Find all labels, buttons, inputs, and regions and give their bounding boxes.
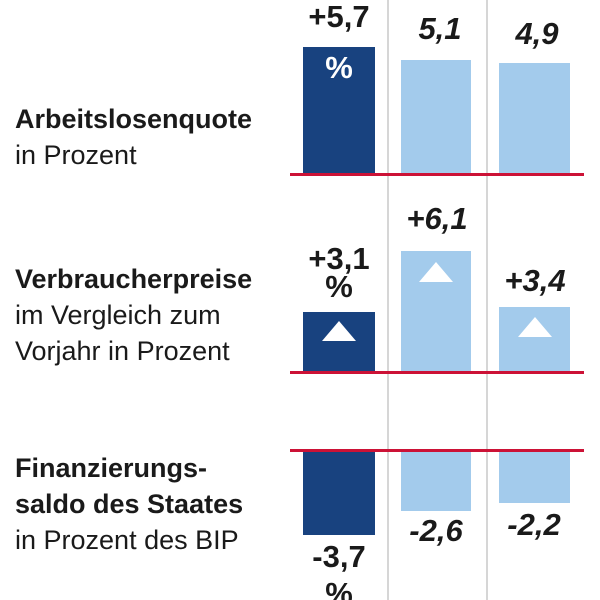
section-title: Finanzierungs- xyxy=(15,453,208,483)
bar-arbeitslosenquote-col1: % xyxy=(303,47,375,174)
bar-finanzierungssaldo-col3 xyxy=(499,452,570,503)
section-label: Arbeitslosenquote in Prozent xyxy=(15,101,252,173)
up-arrow-icon xyxy=(419,262,453,282)
zero-baseline xyxy=(290,371,584,374)
zero-baseline xyxy=(290,173,584,176)
bar-finanzierungssaldo-col1 xyxy=(303,452,375,535)
section-subtitle: in Prozent des BIP xyxy=(15,525,239,555)
bar-verbraucherpreise-col2 xyxy=(401,251,471,373)
value-label: +5,7 xyxy=(308,0,370,34)
value-label: -2,6 xyxy=(409,513,463,548)
value-label: -3,7 xyxy=(312,539,366,574)
value-label: +3,1 xyxy=(308,241,370,276)
section-subtitle: im Vergleich zum xyxy=(15,300,221,330)
zero-baseline xyxy=(290,449,584,452)
unit-label: % xyxy=(325,50,353,85)
section-subtitle: in Prozent xyxy=(15,140,137,170)
section-label: Finanzierungs- saldo des Staates in Proz… xyxy=(15,450,243,558)
section-title: Verbraucherpreise xyxy=(15,264,253,294)
bar-arbeitslosenquote-col3 xyxy=(499,63,570,174)
section-subtitle: Vorjahr in Prozent xyxy=(15,336,230,366)
value-label: -2,2 xyxy=(507,507,561,542)
value-label: 5,1 xyxy=(418,11,462,46)
bar-verbraucherpreise-col1 xyxy=(303,312,375,373)
bar-verbraucherpreise-col3 xyxy=(499,307,570,373)
bar-finanzierungssaldo-col2 xyxy=(401,452,471,511)
section-title: saldo des Staates xyxy=(15,489,244,519)
unit-label: % xyxy=(325,269,353,304)
column-divider-2 xyxy=(486,0,488,600)
section-label: Verbraucherpreise im Vergleich zum Vorja… xyxy=(15,261,252,369)
value-label: +3,4 xyxy=(504,263,566,298)
value-label: 4,9 xyxy=(515,16,559,51)
up-arrow-icon xyxy=(517,317,552,337)
unit-label: % xyxy=(325,576,353,600)
up-arrow-icon xyxy=(322,321,356,341)
value-label: +6,1 xyxy=(406,201,468,236)
bar-arbeitslosenquote-col2 xyxy=(401,60,471,174)
column-divider-1 xyxy=(387,0,389,600)
section-title: Arbeitslosenquote xyxy=(15,104,253,134)
